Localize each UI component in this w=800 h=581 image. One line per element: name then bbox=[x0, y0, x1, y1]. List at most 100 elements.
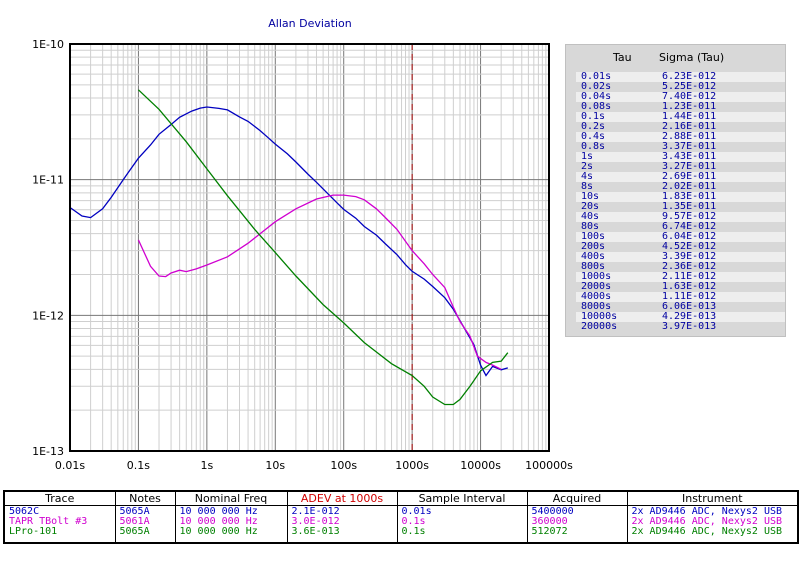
adev-header: ADEV at 1000s bbox=[286, 492, 397, 506]
tau-table-row: 1000s 2.11E-012 bbox=[576, 272, 785, 282]
legend-freq-value: 10 000 000 Hz bbox=[179, 526, 258, 537]
tau-table-row: 1s 3.43E-011 bbox=[576, 152, 785, 162]
sigma-value: 6.74E-012 bbox=[662, 221, 717, 232]
y-tick-label: 1E-12 bbox=[32, 309, 64, 322]
tau-value: 10s bbox=[581, 191, 600, 202]
sigma-value: 9.57E-012 bbox=[662, 211, 717, 222]
tau-value: 2s bbox=[581, 161, 594, 172]
x-tick-label: 10000s bbox=[460, 459, 501, 472]
acquired-header: Acquired bbox=[526, 492, 627, 506]
sigma-value: 3.27E-011 bbox=[662, 161, 717, 172]
tau-value: 200s bbox=[581, 241, 606, 252]
sigma-value: 2.36E-012 bbox=[662, 261, 717, 272]
plot-frame bbox=[69, 43, 550, 452]
tau-table-row: 20s 1.35E-011 bbox=[576, 202, 785, 212]
tau-value: 400s bbox=[581, 251, 606, 262]
tau-table-row: 2000s 1.63E-012 bbox=[576, 282, 785, 292]
tau-table-row: 40s 9.57E-012 bbox=[576, 212, 785, 222]
sigma-value: 4.29E-013 bbox=[662, 311, 717, 322]
tau-table-row: 8s 2.02E-011 bbox=[576, 182, 785, 192]
sigma-value: 3.43E-011 bbox=[662, 151, 717, 162]
legend-row: 5062C TAPR TBolt #3 LPro-101 5065A 5061A 506… bbox=[5, 505, 797, 543]
legend-freq-value: 10 000 000 Hz bbox=[179, 506, 258, 517]
tau-value: 0.02s bbox=[581, 81, 612, 92]
legend-trace-value: 5062C bbox=[9, 506, 40, 517]
x-tick-label: 1000s bbox=[395, 459, 429, 472]
interval-column: 0.01s 0.1s 0.1s bbox=[396, 505, 527, 542]
sigma-value: 1.35E-011 bbox=[662, 201, 717, 212]
tau-table-row: 0.1s 1.44E-011 bbox=[576, 112, 785, 122]
tau-table-row: 0.01s 6.23E-012 bbox=[576, 72, 785, 82]
tau-table-row: 400s 3.39E-012 bbox=[576, 252, 785, 262]
tau-table-row: 10000s 4.29E-013 bbox=[576, 312, 785, 322]
legend-interval-value: 0.01s bbox=[401, 506, 432, 517]
tau-table-row: 800s 2.36E-012 bbox=[576, 262, 785, 272]
tau-table-header: Tau Sigma (Tau) bbox=[566, 51, 785, 67]
tau-value: 8000s bbox=[581, 301, 612, 312]
tau-value: 0.04s bbox=[581, 91, 612, 102]
x-tick-label: 100s bbox=[330, 459, 357, 472]
series-tapr-tbolt-3-line bbox=[137, 194, 502, 370]
acquired-column: 5400000 360000 512072 bbox=[526, 505, 627, 542]
legend-instrument-value: 2x AD9446 ADC, Nexys2 USB bbox=[631, 516, 783, 527]
tau-table-row: 0.04s 7.40E-012 bbox=[576, 92, 785, 102]
sigma-value: 6.06E-013 bbox=[662, 301, 717, 312]
tau-table-row: 0.08s 1.23E-011 bbox=[576, 102, 785, 112]
tau-table-row: 4000s 1.11E-012 bbox=[576, 292, 785, 302]
x-tick-label: 1s bbox=[200, 459, 213, 472]
sigma-value: 5.25E-012 bbox=[662, 81, 717, 92]
legend-notes-value: 5061A bbox=[119, 516, 150, 527]
legend-acquired-value: 5400000 bbox=[531, 506, 574, 517]
adev-column: 2.1E-012 3.0E-012 3.6E-013 bbox=[286, 505, 397, 542]
tau-value: 20000s bbox=[581, 321, 618, 332]
sigma-value: 1.23E-011 bbox=[662, 101, 717, 112]
tau-table-row: 100s 6.04E-012 bbox=[576, 232, 785, 242]
tau-value: 40s bbox=[581, 211, 600, 222]
x-tick-label: 0.1s bbox=[127, 459, 150, 472]
freq-column: 10 000 000 Hz 10 000 000 Hz 10 000 000 Hz bbox=[174, 505, 287, 542]
sigma-value: 1.11E-012 bbox=[662, 291, 717, 302]
instrument-header: Instrument bbox=[626, 492, 797, 506]
tau-value: 1000s bbox=[581, 271, 612, 282]
plot-grid bbox=[69, 44, 549, 452]
sigma-value: 1.44E-011 bbox=[662, 111, 717, 122]
tau-value: 1s bbox=[581, 151, 594, 162]
sigma-value: 3.97E-013 bbox=[662, 321, 717, 332]
sigma-header: Sigma (Tau) bbox=[659, 51, 725, 64]
tau-table-row: 20000s 3.97E-013 bbox=[576, 322, 785, 332]
trace-legend-table: Trace Notes Nominal Freq ADEV at 1000s S… bbox=[3, 490, 799, 544]
legend-acquired-value: 360000 bbox=[531, 516, 568, 527]
trace-column: 5062C TAPR TBolt #3 LPro-101 bbox=[5, 506, 115, 543]
tau-value: 100s bbox=[581, 231, 606, 242]
legend-freq-value: 10 000 000 Hz bbox=[179, 516, 258, 527]
freq-header: Nominal Freq bbox=[174, 492, 287, 506]
tau-value: 0.08s bbox=[581, 101, 612, 112]
instrument-column: 2x AD9446 ADC, Nexys2 USB 2x AD9446 ADC, … bbox=[626, 505, 797, 542]
legend-instrument-value: 2x AD9446 ADC, Nexys2 USB bbox=[631, 506, 783, 517]
notes-column: 5065A 5061A 5065A bbox=[114, 505, 175, 542]
sigma-value: 6.04E-012 bbox=[662, 231, 717, 242]
plot-series bbox=[69, 89, 509, 406]
sigma-value: 2.88E-011 bbox=[662, 131, 717, 142]
tau-table-rows: 0.01s 6.23E-012 0.02s 5.25E-012 0.04s 7.40E-0… bbox=[576, 72, 785, 332]
tau-table-row: 10s 1.83E-011 bbox=[576, 192, 785, 202]
sigma-value: 2.16E-011 bbox=[662, 121, 717, 132]
legend-adev-value: 2.1E-012 bbox=[291, 506, 340, 517]
tau-table-row: 200s 4.52E-012 bbox=[576, 242, 785, 252]
tau-sigma-table: Tau Sigma (Tau) 0.01s 6.23E-012 0.02s 5.25E… bbox=[565, 44, 786, 337]
series-5062c-line bbox=[69, 106, 508, 377]
legend-instrument-value: 2x AD9446 ADC, Nexys2 USB bbox=[631, 526, 783, 537]
tau-value: 80s bbox=[581, 221, 600, 232]
sigma-value: 2.02E-011 bbox=[662, 181, 717, 192]
legend-adev-value: 3.0E-012 bbox=[291, 516, 340, 527]
y-axis-ticks: 1E-13 1E-12 1E-11 1E-10 bbox=[32, 38, 64, 458]
sigma-value: 2.69E-011 bbox=[662, 171, 717, 182]
legend-adev-value: 3.6E-013 bbox=[291, 526, 340, 537]
trace-header: Trace bbox=[5, 492, 115, 506]
legend-acquired-value: 512072 bbox=[531, 526, 568, 537]
tau-table-row: 0.4s 2.88E-011 bbox=[576, 132, 785, 142]
sigma-value: 4.52E-012 bbox=[662, 241, 717, 252]
tau-value: 0.4s bbox=[581, 131, 606, 142]
tau-table-row: 0.2s 2.16E-011 bbox=[576, 122, 785, 132]
sigma-value: 2.11E-012 bbox=[662, 271, 717, 282]
